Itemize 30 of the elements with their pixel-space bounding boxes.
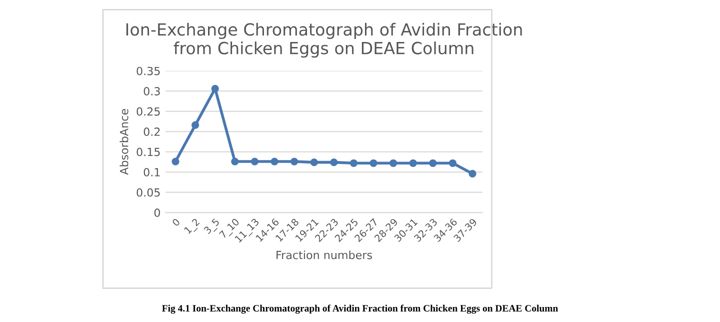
y-tick-label: 0.05 bbox=[136, 188, 160, 197]
x-tick-label: 0 bbox=[172, 218, 180, 227]
point bbox=[310, 158, 318, 166]
y-axis-title: AbsorbAnce bbox=[120, 109, 128, 175]
y-tick-label: 0.1 bbox=[144, 168, 160, 176]
point bbox=[429, 159, 437, 167]
point bbox=[270, 158, 278, 166]
point bbox=[409, 159, 417, 167]
x-axis-title: Fraction numbers bbox=[276, 250, 372, 260]
point bbox=[468, 170, 476, 178]
point bbox=[448, 159, 457, 167]
point bbox=[389, 159, 398, 167]
y-tick-label: 0.2 bbox=[144, 128, 160, 136]
caption: Fig 4.1 Ion-Exchange Chromatograph of Avidin Fraction from Chicken Eggs on DEAE Column bbox=[162, 304, 558, 314]
y-tick-label: 0.3 bbox=[144, 87, 160, 96]
point bbox=[350, 159, 358, 167]
x-tick-label: 1_2 bbox=[184, 218, 202, 236]
chart-title: Ion-Exchange Chromatograph of Avidin Fraction from Chicken Eggs on DEAE Column bbox=[126, 22, 522, 58]
y-tick-label: 0 bbox=[154, 208, 160, 217]
point bbox=[250, 158, 259, 166]
point bbox=[231, 158, 239, 166]
y-tick-label: 0.35 bbox=[136, 66, 160, 76]
point bbox=[330, 158, 338, 166]
point bbox=[211, 84, 219, 92]
point bbox=[191, 121, 200, 129]
y-tick-label: 0.15 bbox=[136, 148, 160, 156]
point bbox=[172, 158, 180, 166]
point bbox=[290, 158, 298, 166]
y-tick-label: 0.25 bbox=[136, 107, 160, 116]
point bbox=[370, 159, 378, 167]
